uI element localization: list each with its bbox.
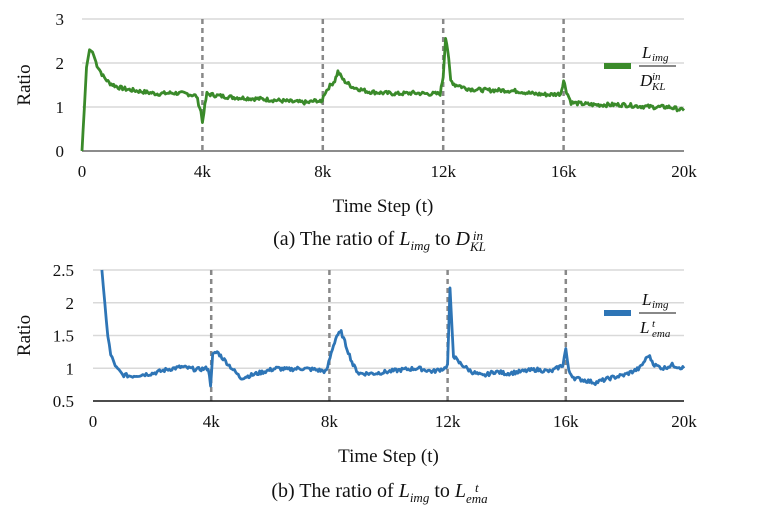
x-axis-title: Time Step (t) [338,446,439,467]
caption-b-term2: L [454,480,466,502]
series-line-a [80,37,686,152]
y-axis-title: Ratio [14,315,35,356]
x-tick-label: 0 [78,162,87,181]
x-tick-label: 20k [671,412,697,431]
x-tick-label: 8k [321,412,339,431]
y-tick-label: 0 [56,142,65,161]
chart-b-group: 0.5 1 1.5 2 2.5 0 4k 8k 12k 16k 20k Time Step (t) Ra… [14,261,697,467]
y-tick-label: 0.5 [53,392,74,411]
legend-denominator: L [639,318,649,337]
x-tick-label: 8k [314,162,332,181]
y-tick-label: 3 [56,10,65,29]
legend-numerator: L [641,290,651,309]
caption-b-term2-sup: t [475,480,479,495]
legend-denominator: D [639,71,653,90]
caption-a-prefix: (a) The ratio of [273,228,400,250]
caption-b-prefix: (b) The ratio of [271,480,399,502]
caption-a-term1-sub: img [410,238,430,253]
y-tick-label: 2 [56,54,65,73]
legend-numerator-sub: img [652,299,669,311]
x-tick-label: 4k [203,412,221,431]
x-tick-label: 0 [89,412,98,431]
y-tick-label: 2 [66,294,75,313]
legend-denominator-sub: KL [651,81,665,93]
x-tick-label: 4k [194,162,212,181]
y-tick-label: 1 [66,359,75,378]
caption-a-middle: to [429,228,456,250]
x-tick-label: 16k [553,412,579,431]
x-tick-label: 16k [551,162,577,181]
caption-b-term1: L [398,480,410,502]
x-axis-title: Time Step (t) [333,196,434,217]
x-tick-label: 12k [430,162,456,181]
caption-a-term1: L [399,228,411,250]
chart-a-group: 0 1 2 3 0 4k 8k 12k 16k 20k Time Step (t) Ratio L img… [14,10,697,217]
legend-denominator-sup: t [652,318,656,330]
caption-b-term2-sub: ema [466,491,488,506]
legend-numerator: L [641,43,651,62]
chart-a: 0 1 2 3 0 4k 8k 12k 16k 20k Time Step (t) Ratio L img… [14,10,697,217]
y-axis-title: Ratio [14,64,35,105]
series-line-b [100,269,686,388]
y-tick-label: 1.5 [53,327,74,346]
caption-a-term2-sup: in [472,228,483,243]
caption-b-middle: to [429,480,455,502]
legend-denominator-sup: in [652,71,661,83]
legend-denominator-sub: ema [652,328,671,340]
y-tick-label: 2.5 [53,261,74,280]
x-tick-label: 20k [671,162,697,181]
caption-a-term2-sub: KL [469,239,486,254]
caption-b-term1-sub: img [409,490,430,505]
legend-numerator-sub: img [652,52,669,64]
y-tick-label: 1 [56,98,65,117]
x-tick-label: 12k [435,412,461,431]
caption-a-term2: D [455,228,470,250]
